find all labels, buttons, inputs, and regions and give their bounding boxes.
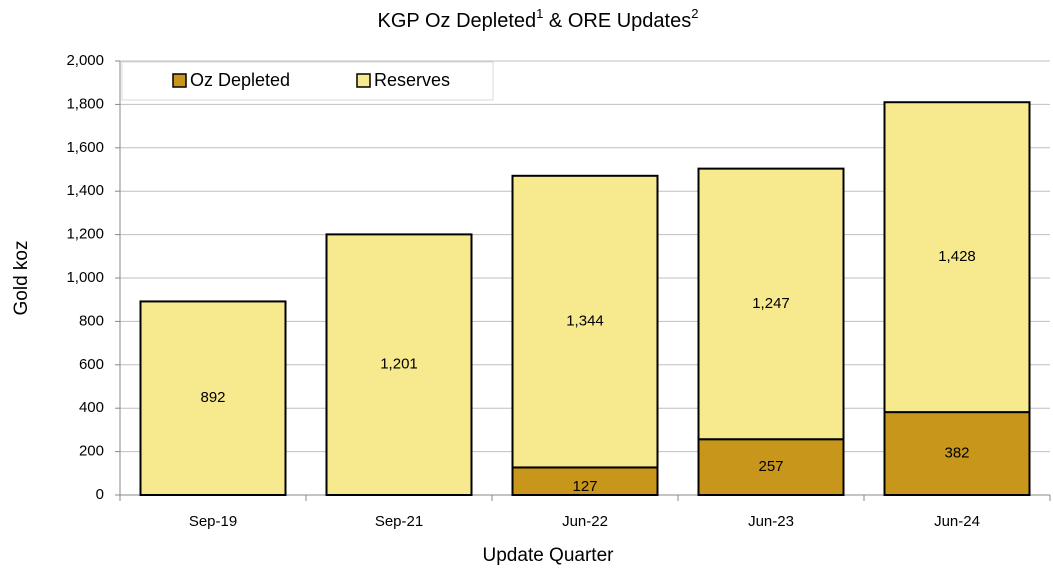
bar-segment: [697, 167, 845, 441]
legend-swatch: [356, 73, 371, 88]
y-tick-label: 1,000: [66, 269, 104, 286]
x-tick-label: Jun-23: [748, 513, 794, 530]
x-axis-label: Update Quarter: [483, 545, 615, 566]
data-label: 127: [572, 478, 597, 495]
y-tick-label: 1,600: [66, 139, 104, 156]
y-tick-label: 0: [96, 486, 104, 503]
y-tick-label: 1,800: [66, 95, 104, 112]
title-part: & ORE Updates: [543, 10, 691, 32]
data-label: 1,344: [566, 313, 604, 330]
legend-label: Reserves: [374, 70, 450, 90]
chart-title: KGP Oz Depleted1 & ORE Updates2: [378, 6, 699, 32]
y-tick-label: 1,200: [66, 226, 104, 243]
x-tick-label: Sep-21: [375, 513, 423, 530]
title-sup: 2: [691, 6, 698, 21]
bar-segment: [883, 411, 1031, 496]
data-label: 1,428: [938, 248, 976, 265]
data-label: 892: [200, 389, 225, 406]
x-tick-label: Sep-19: [189, 513, 237, 530]
y-tick-label: 2,000: [66, 52, 104, 69]
x-tick-label: Jun-24: [934, 513, 980, 530]
bar-segment: [511, 174, 659, 469]
bar-segment: [697, 438, 845, 496]
y-tick-label: 800: [79, 312, 104, 329]
bar-segment: [139, 300, 287, 496]
data-label: 382: [944, 445, 969, 462]
bar-segment: [325, 233, 473, 496]
title-part: KGP Oz Depleted: [378, 10, 537, 32]
x-tick-label: Jun-22: [562, 513, 608, 530]
data-label: 1,201: [380, 356, 418, 373]
y-tick-label: 200: [79, 443, 104, 460]
legend-label: Oz Depleted: [190, 70, 290, 90]
y-tick-label: 400: [79, 399, 104, 416]
y-tick-label: 600: [79, 356, 104, 373]
title-sup: 1: [536, 6, 543, 21]
bar-segment: [883, 101, 1031, 414]
bar-segment: [511, 466, 659, 497]
legend-swatch: [172, 73, 187, 88]
y-tick-label: 1,400: [66, 182, 104, 199]
data-label: 1,247: [752, 295, 790, 312]
y-axis-label: Gold koz: [11, 241, 32, 316]
data-label: 257: [758, 458, 783, 475]
